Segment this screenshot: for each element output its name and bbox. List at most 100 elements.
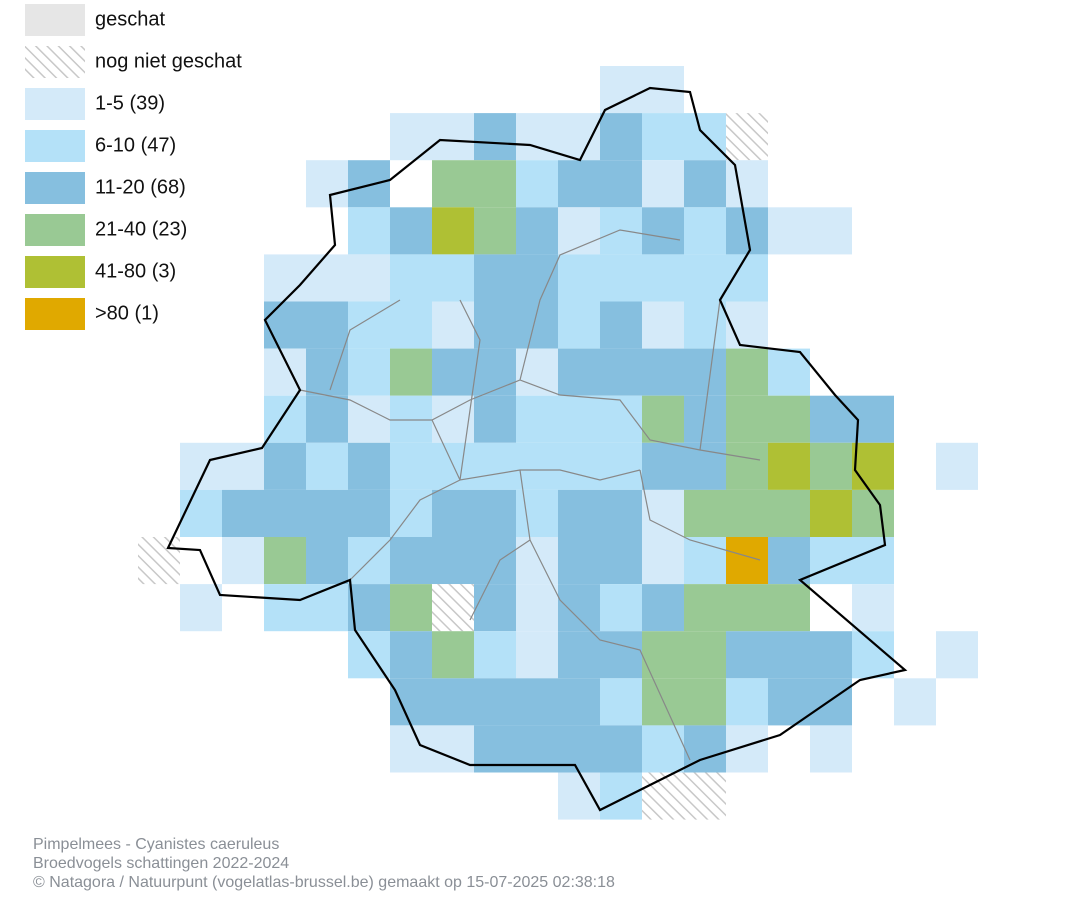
grid-cell bbox=[306, 537, 348, 585]
grid-cell bbox=[390, 725, 432, 773]
grid-cells bbox=[138, 66, 978, 820]
grid-cell bbox=[558, 442, 600, 490]
grid-cell bbox=[768, 678, 810, 726]
grid-cell bbox=[390, 207, 432, 255]
grid-cell bbox=[390, 584, 432, 632]
grid-cell bbox=[642, 113, 684, 161]
grid-cell bbox=[684, 772, 726, 820]
grid-cell bbox=[852, 584, 894, 632]
grid-cell bbox=[852, 442, 894, 490]
grid-cell bbox=[726, 395, 768, 443]
grid-cell bbox=[684, 207, 726, 255]
grid-cell bbox=[390, 301, 432, 349]
grid-cell bbox=[432, 207, 474, 255]
grid-cell bbox=[432, 348, 474, 396]
grid-cell bbox=[516, 207, 558, 255]
grid-cell bbox=[348, 395, 390, 443]
grid-cell bbox=[684, 348, 726, 396]
footer-line: © Natagora / Natuurpunt (vogelatlas-brus… bbox=[33, 874, 615, 891]
grid-cell bbox=[558, 254, 600, 302]
legend-swatch bbox=[25, 298, 85, 330]
grid-cell bbox=[180, 442, 222, 490]
grid-cell bbox=[474, 395, 516, 443]
grid-cell bbox=[600, 254, 642, 302]
legend-label: >80 (1) bbox=[95, 302, 159, 324]
grid-cell bbox=[432, 584, 474, 632]
grid-cell bbox=[768, 489, 810, 537]
region-boundary bbox=[166, 86, 908, 812]
grid-cell bbox=[726, 537, 768, 585]
footer: Pimpelmees - Cyanistes caeruleus Broedvog… bbox=[33, 836, 615, 891]
grid-cell bbox=[474, 301, 516, 349]
grid-cell bbox=[768, 442, 810, 490]
grid-cell bbox=[726, 631, 768, 679]
grid-cell bbox=[348, 301, 390, 349]
grid-cell bbox=[936, 442, 978, 490]
grid-cell bbox=[810, 631, 852, 679]
grid-cell bbox=[558, 113, 600, 161]
grid-cell bbox=[348, 254, 390, 302]
legend-swatch bbox=[25, 130, 85, 162]
grid-cell bbox=[600, 537, 642, 585]
grid-cell bbox=[222, 489, 264, 537]
grid-cell bbox=[516, 254, 558, 302]
grid-cell bbox=[684, 678, 726, 726]
grid-cell bbox=[432, 631, 474, 679]
grid-cell bbox=[390, 442, 432, 490]
grid-cell bbox=[810, 395, 852, 443]
legend-swatch bbox=[25, 256, 85, 288]
grid-cell bbox=[600, 489, 642, 537]
grid-cell bbox=[684, 631, 726, 679]
grid-cell bbox=[810, 725, 852, 773]
grid-cell bbox=[768, 395, 810, 443]
grid-cell bbox=[516, 348, 558, 396]
grid-cell bbox=[810, 489, 852, 537]
grid-cell bbox=[390, 678, 432, 726]
grid-cell bbox=[726, 301, 768, 349]
grid-cell bbox=[516, 584, 558, 632]
grid-cell bbox=[474, 631, 516, 679]
grid-cell bbox=[558, 489, 600, 537]
grid-cell bbox=[726, 442, 768, 490]
grid-cell bbox=[684, 584, 726, 632]
grid-cell bbox=[726, 160, 768, 208]
grid-cell bbox=[432, 725, 474, 773]
grid-cell bbox=[264, 442, 306, 490]
legend-swatch bbox=[25, 4, 85, 36]
grid-cell bbox=[726, 348, 768, 396]
grid-cell bbox=[558, 348, 600, 396]
grid-cell bbox=[558, 584, 600, 632]
grid-cell bbox=[474, 113, 516, 161]
grid-cell bbox=[390, 537, 432, 585]
legend-swatch bbox=[25, 46, 85, 78]
grid-cell bbox=[306, 160, 348, 208]
grid-cell bbox=[558, 301, 600, 349]
grid-cell bbox=[810, 678, 852, 726]
legend-label: geschat bbox=[95, 8, 165, 30]
grid-cell bbox=[810, 442, 852, 490]
grid-cell bbox=[642, 537, 684, 585]
grid-cell bbox=[516, 631, 558, 679]
grid-cell bbox=[390, 348, 432, 396]
footer-line: Pimpelmees - Cyanistes caeruleus bbox=[33, 836, 279, 853]
grid-cell bbox=[264, 301, 306, 349]
grid-cell bbox=[768, 207, 810, 255]
grid-cell bbox=[348, 160, 390, 208]
grid-cell bbox=[810, 207, 852, 255]
grid-cell bbox=[768, 631, 810, 679]
grid-cell bbox=[558, 772, 600, 820]
grid-cell bbox=[516, 442, 558, 490]
grid-cell bbox=[474, 678, 516, 726]
grid-cell bbox=[600, 66, 642, 114]
grid-cell bbox=[138, 537, 180, 585]
grid-cell bbox=[516, 395, 558, 443]
grid-cell bbox=[222, 442, 264, 490]
grid-cell bbox=[348, 442, 390, 490]
grid-cell bbox=[726, 489, 768, 537]
grid-cell bbox=[642, 301, 684, 349]
grid-cell bbox=[516, 489, 558, 537]
grid-cell bbox=[474, 348, 516, 396]
legend-label: 21-40 (23) bbox=[95, 218, 187, 240]
grid-cell bbox=[936, 631, 978, 679]
